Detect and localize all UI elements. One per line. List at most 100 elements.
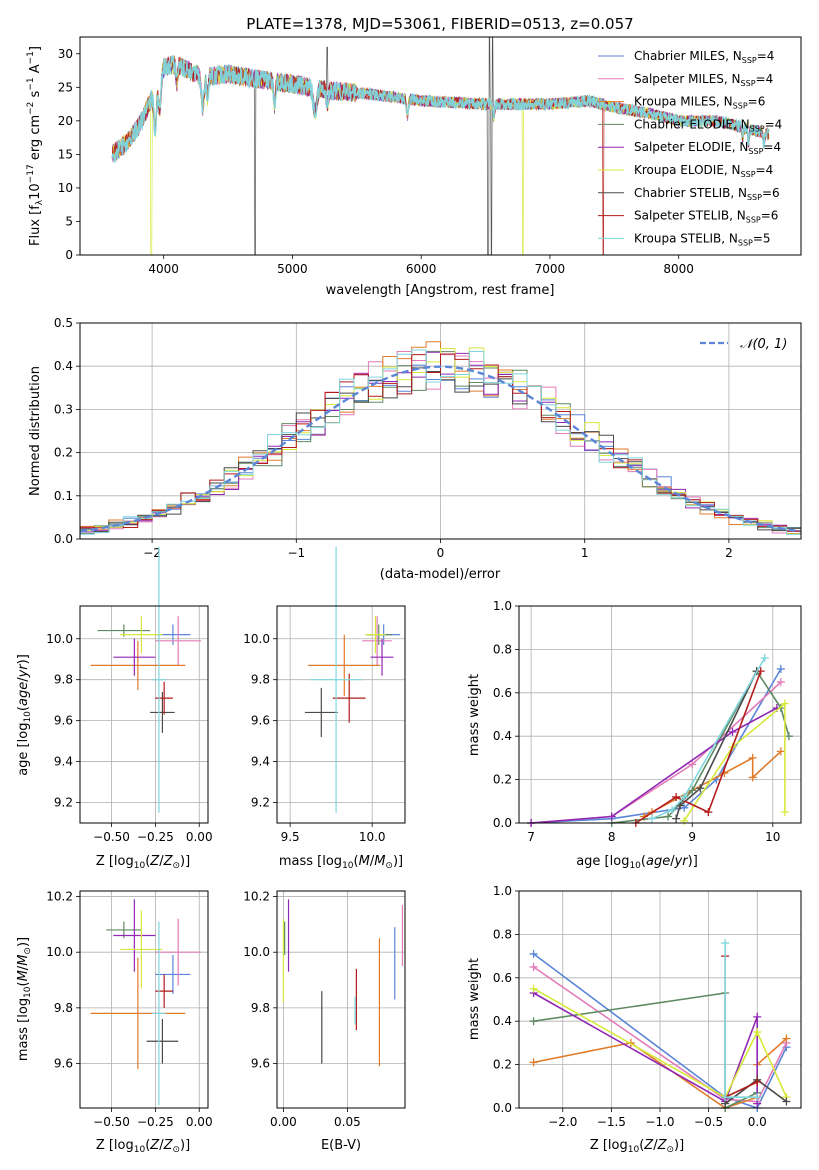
spectrum-xtick-label: 7000 xyxy=(535,262,566,276)
weight_vs_age-point-marker xyxy=(728,727,737,736)
weight_vs_age-frame xyxy=(518,605,802,824)
weight_vs_age-ytick-label: 0.0 xyxy=(493,816,512,830)
weight_vs_Z-point-marker xyxy=(782,1097,791,1106)
weight_vs_age-point-marker xyxy=(672,792,681,801)
age_vs_Z-frame xyxy=(79,605,209,824)
weight_vs_age-point-marker xyxy=(672,814,681,823)
age_vs_Z-xtick-label: −0.25 xyxy=(137,830,174,844)
residuals-ytick-label: 0.5 xyxy=(54,316,73,330)
age_vs_mass-ytick-label: 9.4 xyxy=(251,755,270,769)
age_vs_Z-marks xyxy=(90,546,201,813)
weight_vs_age-series-line xyxy=(675,670,758,819)
weight_vs_Z-series-line xyxy=(724,956,758,1099)
weight_vs_Z-ytick-label: 0.2 xyxy=(493,1058,512,1072)
mass_vs_EBV-xtick-label: 0.05 xyxy=(334,1115,361,1129)
weight-vs-age-panel: 7 8 9 10 0.0 0.2 0.4 0.6 0.8 1.0 xyxy=(493,599,802,844)
weight_vs_Z-point-marker xyxy=(529,984,538,993)
weight_vs_age-series-line xyxy=(531,668,782,824)
weight_vs_age-point-marker xyxy=(607,812,616,821)
weight_vs_Z-point-marker xyxy=(529,1017,538,1026)
spectrum-ytick-label: 0 xyxy=(65,248,73,262)
weight_vs_age-point-marker xyxy=(676,801,685,810)
weight-vs-age-xlabel: age [log10(age/yr)] xyxy=(576,854,698,871)
weight_vs_age-point-marker xyxy=(680,816,689,825)
normal-curve-legend-label: 𝒩(0, 1) xyxy=(740,337,787,352)
age-vs-mass-xlabel: mass [log10(M/M⊙)] xyxy=(279,854,403,871)
weight_vs_Z-xtick-label: −1.5 xyxy=(597,1115,626,1129)
mass_vs_Z-xtick-label: 0.00 xyxy=(186,1115,213,1129)
spectrum-ytick-label: 30 xyxy=(58,47,73,61)
age-vs-z-xlabel: Z [log10(Z/Z⊙)] xyxy=(96,854,190,871)
weight_vs_age-point-marker xyxy=(664,812,673,821)
residuals-ytick-label: 0.2 xyxy=(54,446,73,460)
weight_vs_age-point-marker xyxy=(776,664,785,673)
weight_vs_Z-series-line xyxy=(533,1038,787,1109)
age_vs_Z-ytick-label: 9.4 xyxy=(54,755,73,769)
spectrum-xtick-label: 5000 xyxy=(277,262,308,276)
weight_vs_Z-point-marker xyxy=(782,1034,791,1043)
mass_vs_Z-ytick-label: 10.0 xyxy=(46,945,73,959)
residuals-xlabel: (data-model)/error xyxy=(380,567,501,582)
age_vs_Z-ytick-label: 10.0 xyxy=(46,632,73,646)
weight_vs_Z-ytick-label: 0.4 xyxy=(493,1014,512,1028)
mass-vs-z-xlabel: Z [log10(Z/Z⊙)] xyxy=(96,1138,190,1155)
weight_vs_age-point-marker xyxy=(704,808,713,817)
age_vs_mass-grid: 9.5 10.0 9.2 9.4 9.6 9.8 10.0 xyxy=(243,606,405,844)
weight_vs_Z-ytick-label: 1.0 xyxy=(493,884,512,898)
weight_vs_age-series-line xyxy=(531,707,778,824)
weight_vs_age-point-marker xyxy=(696,784,705,793)
residuals-xtick-label: −2 xyxy=(143,546,161,560)
age_vs_Z-ytick-label: 9.6 xyxy=(54,714,73,728)
mass_vs_Z-frame xyxy=(79,890,209,1109)
weight_vs_age-xtick-label: 10 xyxy=(765,830,780,844)
mass_vs_Z-ytick-label: 9.8 xyxy=(54,1001,73,1015)
weight_vs_Z-xtick-label: −1.0 xyxy=(645,1115,674,1129)
spectrum-xtick-label: 4000 xyxy=(148,262,179,276)
weight_vs_Z-point-marker xyxy=(721,1093,730,1102)
weight-vs-z-ylabel: mass weight xyxy=(467,958,482,1040)
spectrum-legend-label: Salpeter STELIB, NSSP=6 xyxy=(634,209,778,225)
weight_vs_age-point-marker xyxy=(780,699,789,708)
weight_vs_age-series-line xyxy=(651,657,766,820)
weight_vs_age-ytick-label: 0.8 xyxy=(493,642,512,656)
mass_vs_EBV-ytick-label: 10.0 xyxy=(243,945,270,959)
mass_vs_EBV-frame xyxy=(276,890,406,1109)
weight_vs_Z-point-marker xyxy=(721,939,730,948)
weight_vs_age-ytick-label: 0.4 xyxy=(493,729,512,743)
residuals-ytick-label: 0.4 xyxy=(54,359,73,373)
weight_vs_Z-frame xyxy=(518,890,802,1109)
mass_vs_EBV-ytick-label: 9.8 xyxy=(251,1001,270,1015)
weight_vs_age-point-marker xyxy=(680,803,689,812)
age_vs_mass-frame xyxy=(276,605,406,824)
spectrum-frame xyxy=(79,36,802,256)
weight_vs_age-marks xyxy=(527,654,793,827)
residuals-ytick-label: 0.3 xyxy=(54,402,73,416)
weight-vs-age-ylabel: mass weight xyxy=(467,674,482,756)
weight_vs_age-series-line xyxy=(531,681,782,824)
spectrum-ticks: 4000 5000 6000 7000 8000 0 5 10 15 20 25 30 xyxy=(58,47,694,276)
weight_vs_age-xtick-label: 9 xyxy=(688,830,696,844)
weight_vs_Z-ytick-label: 0.8 xyxy=(493,927,512,941)
age_vs_Z-ytick-label: 9.8 xyxy=(54,673,73,687)
mass-vs-ebv-panel: 0.00 0.05 9.6 9.8 10.0 10.2 xyxy=(243,890,406,1129)
mass_vs_Z-grid: −0.50 −0.25 0.00 9.6 9.8 10.0 10.2 xyxy=(46,890,212,1129)
weight_vs_Z-point-marker xyxy=(529,962,538,971)
figure-title: PLATE=1378, MJD=53061, FIBERID=0513, z=0… xyxy=(246,15,633,33)
spectrum-ylabel: Flux [fλ10−17 erg cm−2 s−1 A−1] xyxy=(26,46,45,246)
weight_vs_Z-marks xyxy=(529,939,791,1112)
age_vs_mass-ytick-label: 9.6 xyxy=(251,714,270,728)
residuals-panel: −2 −1 0 1 2 0.0 0.1 0.2 0.3 0.4 0.5 𝒩(0, 1) (data-… xyxy=(28,316,802,582)
weight_vs_age-point-marker xyxy=(776,747,785,756)
spectrum-ytick-label: 15 xyxy=(58,147,73,161)
weight_vs_Z-xtick-label: −2.0 xyxy=(548,1115,577,1129)
mass_vs_Z-ytick-label: 9.6 xyxy=(54,1056,73,1070)
spectrum-xtick-label: 6000 xyxy=(406,262,437,276)
weight_vs_age-ytick-label: 0.6 xyxy=(493,686,512,700)
weight_vs_age-series-line xyxy=(611,669,790,824)
weight_vs_age-point-marker xyxy=(688,786,697,795)
residuals-frame xyxy=(79,322,802,540)
weight_vs_Z-ytick-label: 0.0 xyxy=(493,1101,512,1115)
weight_vs_Z-xtick-label: −0.5 xyxy=(694,1115,723,1129)
age_vs_mass-ytick-label: 10.0 xyxy=(243,632,270,646)
weight_vs_age-point-marker xyxy=(780,808,789,817)
